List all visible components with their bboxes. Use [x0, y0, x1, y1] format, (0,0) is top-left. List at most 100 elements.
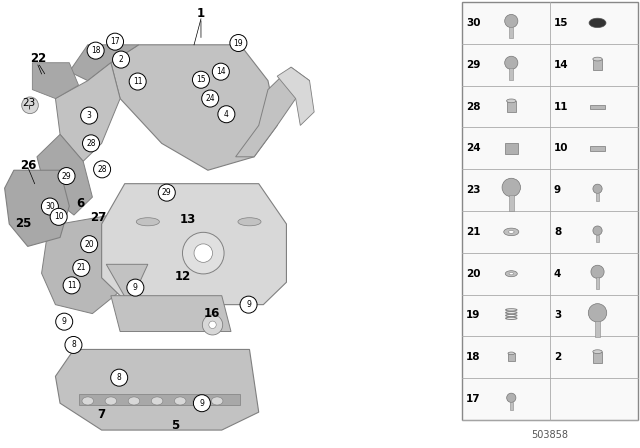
Bar	[507, 101, 516, 112]
Text: 29: 29	[61, 172, 71, 181]
Text: 17: 17	[110, 37, 120, 46]
Circle shape	[58, 168, 75, 185]
Text: 9: 9	[62, 317, 67, 326]
Ellipse shape	[136, 218, 159, 226]
Bar	[596, 193, 599, 201]
Circle shape	[593, 226, 602, 235]
Circle shape	[230, 34, 247, 52]
Circle shape	[591, 265, 604, 278]
Text: 8: 8	[71, 340, 76, 349]
Circle shape	[50, 208, 67, 225]
Text: 9: 9	[554, 185, 561, 195]
Text: 14: 14	[216, 67, 226, 76]
Text: 27: 27	[90, 211, 106, 224]
Polygon shape	[42, 215, 129, 314]
Text: 4: 4	[554, 269, 561, 279]
Circle shape	[158, 184, 175, 201]
Polygon shape	[590, 105, 605, 109]
Circle shape	[193, 71, 209, 88]
Circle shape	[588, 304, 607, 322]
Text: 20: 20	[466, 269, 481, 279]
Text: 11: 11	[133, 77, 143, 86]
Circle shape	[507, 393, 516, 402]
Ellipse shape	[151, 397, 163, 405]
Ellipse shape	[128, 397, 140, 405]
Ellipse shape	[593, 57, 602, 61]
Polygon shape	[102, 184, 287, 305]
Circle shape	[209, 321, 216, 328]
Text: 18: 18	[466, 352, 481, 362]
Bar	[509, 195, 514, 211]
Polygon shape	[56, 349, 259, 430]
Ellipse shape	[105, 397, 116, 405]
Circle shape	[111, 369, 128, 386]
Ellipse shape	[505, 271, 517, 277]
Circle shape	[81, 107, 98, 124]
Text: 9: 9	[133, 283, 138, 292]
Circle shape	[93, 161, 111, 178]
Text: 6: 6	[76, 197, 84, 211]
Ellipse shape	[507, 99, 516, 103]
Circle shape	[113, 51, 129, 68]
Bar	[462, 2, 638, 420]
Text: 7: 7	[97, 408, 106, 421]
Circle shape	[83, 135, 99, 152]
Text: 25: 25	[15, 216, 32, 230]
Polygon shape	[111, 296, 231, 332]
Circle shape	[212, 63, 229, 80]
Text: 2: 2	[554, 352, 561, 362]
Text: 15: 15	[196, 75, 206, 84]
Text: 5: 5	[172, 419, 180, 432]
Circle shape	[81, 236, 98, 253]
Text: 29: 29	[466, 60, 481, 70]
Text: 23: 23	[466, 185, 481, 195]
Bar	[509, 27, 513, 38]
Text: 3: 3	[87, 111, 92, 120]
Ellipse shape	[175, 397, 186, 405]
Circle shape	[87, 42, 104, 59]
Ellipse shape	[193, 397, 204, 405]
Text: 8: 8	[117, 373, 122, 382]
Polygon shape	[111, 45, 277, 170]
Bar	[509, 69, 513, 80]
Polygon shape	[4, 170, 69, 246]
Circle shape	[127, 279, 144, 296]
Circle shape	[73, 259, 90, 276]
Circle shape	[240, 296, 257, 313]
Text: 20: 20	[84, 240, 94, 249]
Text: 22: 22	[29, 52, 46, 65]
Polygon shape	[236, 67, 310, 157]
Ellipse shape	[593, 350, 602, 353]
Polygon shape	[106, 264, 148, 305]
Text: 30: 30	[466, 18, 481, 28]
Polygon shape	[69, 45, 139, 81]
Ellipse shape	[238, 218, 261, 226]
Bar	[593, 352, 602, 363]
Text: 11: 11	[67, 281, 76, 290]
Circle shape	[505, 56, 518, 69]
Ellipse shape	[504, 228, 519, 236]
Text: 9: 9	[246, 300, 251, 309]
Text: 26: 26	[20, 159, 36, 172]
Text: 19: 19	[466, 310, 481, 320]
Circle shape	[505, 14, 518, 28]
Text: 4: 4	[224, 110, 229, 119]
Circle shape	[22, 97, 38, 114]
Text: 2: 2	[118, 55, 124, 64]
Bar	[505, 142, 518, 154]
Ellipse shape	[211, 397, 223, 405]
Text: 23: 23	[22, 98, 36, 108]
Bar	[596, 277, 600, 289]
Polygon shape	[37, 134, 92, 215]
Text: 18: 18	[91, 46, 100, 55]
Circle shape	[42, 198, 58, 215]
Text: 15: 15	[554, 18, 568, 28]
Circle shape	[106, 33, 124, 50]
Text: 503858: 503858	[531, 430, 568, 440]
Text: 28: 28	[86, 139, 96, 148]
Text: 1: 1	[197, 7, 205, 20]
Circle shape	[129, 73, 146, 90]
Text: 24: 24	[205, 94, 215, 103]
Text: 16: 16	[204, 307, 220, 320]
Text: 17: 17	[466, 394, 481, 404]
